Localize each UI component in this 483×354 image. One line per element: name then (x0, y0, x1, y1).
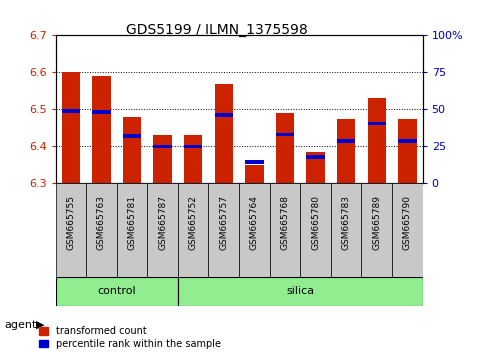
Bar (306, 155, 325, 159)
Bar (276, 133, 294, 137)
Text: agent: agent (5, 320, 37, 330)
Text: ▶: ▶ (36, 320, 45, 330)
Text: GSM665787: GSM665787 (158, 195, 167, 250)
Bar (62, 73, 80, 183)
Bar (337, 139, 355, 143)
Bar (92, 110, 111, 114)
Text: GSM665763: GSM665763 (97, 195, 106, 250)
Bar (392, 183, 423, 276)
Bar (306, 152, 325, 183)
Bar (178, 183, 209, 276)
Bar (154, 145, 172, 148)
Bar (214, 113, 233, 117)
Bar (214, 84, 233, 183)
Bar (300, 183, 331, 276)
Bar (117, 183, 147, 276)
Bar (123, 117, 141, 183)
Text: GSM665783: GSM665783 (341, 195, 351, 250)
Bar (147, 183, 178, 276)
Text: GSM665780: GSM665780 (311, 195, 320, 250)
Bar (123, 134, 141, 138)
Text: GSM665752: GSM665752 (189, 195, 198, 250)
Bar (56, 276, 178, 306)
Text: GDS5199 / ILMN_1375598: GDS5199 / ILMN_1375598 (127, 23, 308, 37)
Bar (56, 183, 86, 276)
Bar (184, 135, 202, 183)
Bar (337, 119, 355, 183)
Bar (361, 183, 392, 276)
Bar (245, 160, 264, 164)
Bar (178, 276, 423, 306)
Text: GSM665755: GSM665755 (66, 195, 75, 250)
Bar (368, 122, 386, 125)
Bar (92, 76, 111, 183)
Bar (270, 183, 300, 276)
Bar (368, 98, 386, 183)
Bar (154, 135, 172, 183)
Bar (331, 183, 361, 276)
Legend: transformed count, percentile rank within the sample: transformed count, percentile rank withi… (39, 326, 221, 349)
Bar (62, 109, 80, 113)
Text: GSM665781: GSM665781 (128, 195, 137, 250)
Text: GSM665764: GSM665764 (250, 195, 259, 250)
Text: GSM665790: GSM665790 (403, 195, 412, 250)
Text: silica: silica (286, 286, 314, 296)
Text: GSM665768: GSM665768 (281, 195, 289, 250)
Text: GSM665789: GSM665789 (372, 195, 381, 250)
Text: GSM665757: GSM665757 (219, 195, 228, 250)
Bar (209, 183, 239, 276)
Bar (184, 145, 202, 148)
Bar (245, 165, 264, 183)
Text: control: control (98, 286, 136, 296)
Bar (398, 139, 416, 143)
Bar (86, 183, 117, 276)
Bar (398, 119, 416, 183)
Bar (239, 183, 270, 276)
Bar (276, 113, 294, 183)
